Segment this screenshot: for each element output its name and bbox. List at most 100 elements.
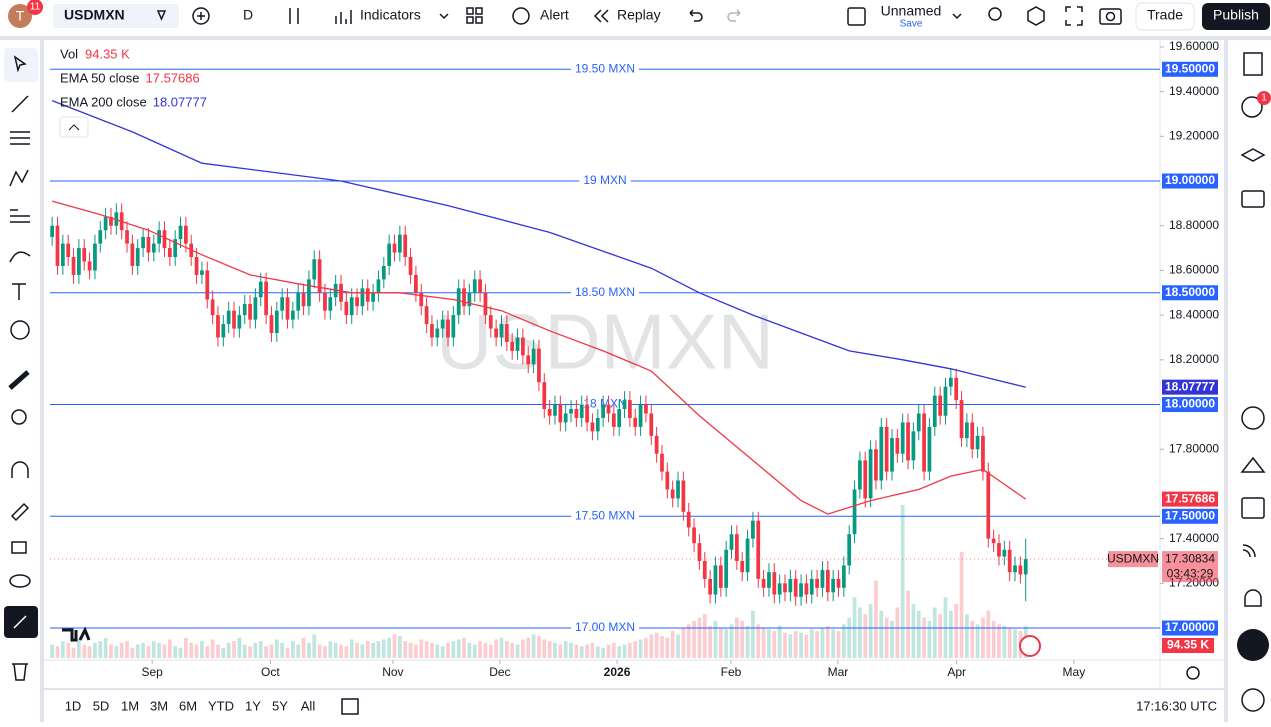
volume-bar xyxy=(884,617,889,658)
range-button[interactable]: 1Y xyxy=(245,698,261,713)
level-name-bg xyxy=(570,68,640,71)
alerts-button[interactable] xyxy=(1241,96,1263,118)
apps-button[interactable] xyxy=(1237,629,1269,661)
undo-button[interactable] xyxy=(689,9,703,22)
alert-button[interactable]: Alert xyxy=(540,7,569,23)
news-button[interactable] xyxy=(1242,544,1256,558)
emoji-tool[interactable] xyxy=(10,320,30,340)
candle-body xyxy=(890,438,894,472)
lock-tool[interactable] xyxy=(11,541,27,554)
candle-body xyxy=(916,413,921,432)
magnet-tool[interactable] xyxy=(11,461,29,478)
candle-body xyxy=(162,230,167,249)
settings-button[interactable] xyxy=(1027,6,1045,26)
candle-body xyxy=(879,426,884,481)
range-button[interactable]: YTD xyxy=(208,698,234,713)
quick-search[interactable] xyxy=(988,7,1002,21)
candle-body xyxy=(109,216,113,226)
brush-tool[interactable] xyxy=(9,251,31,263)
candle-body xyxy=(317,259,322,293)
volume-bar xyxy=(676,634,680,658)
volume-bar xyxy=(488,644,493,658)
volume-bar xyxy=(729,624,734,658)
candle-body xyxy=(670,489,675,499)
volume-bar xyxy=(986,610,991,658)
measure-tool[interactable] xyxy=(8,370,30,390)
chat-button[interactable] xyxy=(1241,190,1265,208)
interval[interactable]: D xyxy=(243,7,253,23)
zoom-tool[interactable] xyxy=(11,409,27,425)
notifications-button[interactable] xyxy=(1244,589,1262,607)
axis-settings[interactable] xyxy=(1186,666,1200,680)
fib-tool[interactable] xyxy=(10,131,30,145)
volume-bar xyxy=(900,505,905,658)
trend-line-tool[interactable] xyxy=(11,95,29,113)
help-button[interactable] xyxy=(1241,688,1265,712)
indicators-button[interactable]: Indicators xyxy=(360,7,421,23)
snapshot-button[interactable] xyxy=(1099,8,1122,25)
range-buttons: 1D 5D 1M 3M 6M YTD 1Y 5Y All xyxy=(65,698,316,713)
volume-bar xyxy=(858,607,862,658)
compare-button[interactable] xyxy=(192,7,210,25)
level-name: 17.50 MXN xyxy=(575,508,635,522)
range-button[interactable]: All xyxy=(301,698,316,713)
volume-bar xyxy=(440,646,445,658)
symbol-tag: USDMXN xyxy=(1107,551,1159,565)
ema-axis-label: 18.07777 xyxy=(1165,379,1215,393)
legend-collapse[interactable] xyxy=(59,116,89,138)
date-range-button[interactable] xyxy=(341,698,359,715)
volume-bar xyxy=(510,642,515,658)
calendar-button[interactable] xyxy=(1241,497,1265,519)
legend-indicator-value: 18.07777 xyxy=(153,94,207,109)
candle-body xyxy=(558,404,563,423)
volume-bar xyxy=(499,637,504,658)
layout-dropdown[interactable] xyxy=(952,13,962,20)
level-name-bg xyxy=(570,291,640,294)
screener-button[interactable] xyxy=(1240,456,1266,473)
volume-bar xyxy=(975,624,980,658)
replay-button[interactable]: Replay xyxy=(617,7,661,23)
drawing-mode[interactable] xyxy=(10,502,30,522)
range-button[interactable]: 5D xyxy=(93,698,110,713)
volume-bar xyxy=(927,620,932,658)
chart-type-button[interactable] xyxy=(289,8,299,24)
range-button[interactable]: 1M xyxy=(121,698,139,713)
watchlist-button[interactable] xyxy=(1243,52,1263,76)
avatar[interactable] xyxy=(8,4,32,28)
candle-body xyxy=(542,382,547,410)
pattern-tool[interactable] xyxy=(9,169,29,187)
visibility-tool[interactable] xyxy=(9,574,31,588)
templates-button[interactable] xyxy=(466,7,474,15)
delete-tool[interactable] xyxy=(12,663,28,681)
fullscreen-button[interactable] xyxy=(1065,6,1083,26)
publish-button[interactable] xyxy=(1202,3,1270,30)
range-button[interactable]: 5Y xyxy=(272,698,288,713)
volume-bar xyxy=(820,627,825,658)
alert-badge: 1 xyxy=(1261,93,1267,104)
candle-body xyxy=(323,292,327,311)
trade-button[interactable] xyxy=(1135,2,1195,31)
volume-bar xyxy=(809,629,814,658)
candle-body xyxy=(66,243,71,258)
text-tool[interactable] xyxy=(12,283,26,300)
symbol-search[interactable] xyxy=(53,4,179,28)
volume-bar xyxy=(831,629,836,658)
layers-button[interactable] xyxy=(1240,148,1266,162)
range-button[interactable]: 3M xyxy=(150,698,168,713)
dropdown[interactable] xyxy=(439,13,449,20)
redo-button[interactable] xyxy=(727,9,741,22)
candle-body xyxy=(900,422,905,454)
candle-body xyxy=(87,261,92,271)
layout-name[interactable]: Unnamed xyxy=(881,3,942,19)
prediction-tool[interactable] xyxy=(10,209,30,223)
ideas-button[interactable] xyxy=(1241,406,1265,430)
level-axis-label-bg xyxy=(1162,61,1218,77)
range-button[interactable]: 6M xyxy=(179,698,197,713)
plus-icon xyxy=(197,12,205,20)
link-icon xyxy=(13,615,27,629)
candle-body xyxy=(349,297,354,316)
candle-body xyxy=(606,404,611,414)
layout-icon[interactable] xyxy=(847,7,866,26)
candle-body xyxy=(660,453,664,472)
range-button[interactable]: 1D xyxy=(65,698,82,713)
